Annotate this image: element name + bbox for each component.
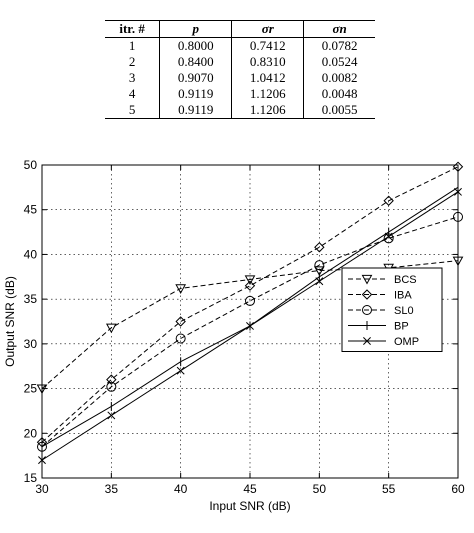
y-tick-label: 25	[24, 382, 38, 396]
legend-marker-iba	[361, 289, 373, 300]
series-line-iba	[41, 166, 459, 443]
results-table-wrap: itr. # p σr σn 1 0.8000 0.7412 0.0782 2 …	[0, 0, 474, 140]
series-group	[36, 161, 464, 465]
legend-label-bcs: BCS	[394, 274, 417, 286]
data-point-iba	[175, 316, 186, 327]
data-point-omp	[176, 366, 185, 375]
series-line-bcs	[41, 260, 459, 389]
legend-marker-omp	[363, 337, 371, 345]
x-tick-label: 45	[243, 482, 257, 496]
data-point-sl0	[175, 333, 186, 344]
y-tick-label: 50	[24, 158, 38, 172]
x-tick-label: 30	[35, 482, 49, 496]
data-point-sl0	[314, 260, 325, 271]
table-row: 1 0.8000 0.7412 0.0782	[105, 37, 375, 54]
cell: 0.0082	[303, 70, 375, 86]
snr-line-chart: 30 35 40 45 50 55 60 15 20 25 30 35 40 45 50 Input SNR…	[3, 158, 465, 513]
data-point-bcs	[175, 284, 187, 294]
data-point-sl0	[453, 211, 463, 222]
data-point-bcs	[244, 275, 256, 285]
legend-marker-bcs	[361, 274, 373, 285]
cell: 0.8000	[159, 37, 232, 54]
y-tick-label: 20	[24, 426, 38, 440]
data-point-iba	[244, 280, 256, 291]
chart-legend: BCS IBA SL0 BP OMP	[341, 267, 443, 352]
data-point-omp	[384, 232, 393, 241]
series-omp	[38, 187, 462, 465]
cell: 0.9070	[159, 70, 232, 86]
data-point-omp	[38, 456, 46, 465]
header-p: p	[159, 20, 232, 38]
series-bcs	[36, 256, 464, 395]
data-point-omp	[107, 411, 116, 420]
x-tick-label: 60	[451, 482, 465, 496]
data-point-omp	[315, 277, 324, 286]
cell: 0.7412	[231, 37, 304, 54]
series-iba	[36, 161, 464, 448]
legend-label-iba: IBA	[394, 290, 412, 302]
table-header-row: itr. # p σr σn	[105, 20, 375, 38]
legend-label-omp: OMP	[394, 336, 419, 348]
series-sl0	[37, 211, 463, 452]
data-point-iba	[383, 195, 394, 206]
cell: 0.8400	[159, 54, 232, 70]
cell: 2	[128, 54, 136, 69]
cell: 1.0412	[231, 70, 304, 86]
data-point-iba	[106, 374, 117, 385]
data-point-bcs	[313, 266, 325, 277]
cell: 1	[128, 38, 136, 53]
cell: 0.0048	[303, 86, 375, 102]
x-tick-label: 50	[313, 482, 327, 496]
y-tick-label: 15	[24, 471, 38, 485]
data-point-bcs	[36, 384, 48, 395]
series-line-sl0	[41, 216, 459, 448]
table-row: 5 0.9119 1.1206 0.0055	[105, 102, 375, 119]
table-row: 4 0.9119 1.1206 0.0048	[105, 86, 375, 102]
cell: 1.1206	[231, 102, 304, 119]
y-tick-label: 45	[24, 203, 38, 217]
header-sigma-r: σr	[231, 20, 304, 38]
x-tick-label: 40	[174, 482, 188, 496]
data-point-omp	[454, 187, 462, 196]
y-tick-label: 40	[24, 247, 38, 261]
y-axis-label: Output SNR (dB)	[3, 276, 17, 367]
data-point-iba	[452, 161, 464, 172]
legend-marker-sl0	[362, 305, 372, 315]
data-point-omp	[246, 322, 254, 330]
data-point-bcs	[105, 323, 117, 334]
cell: 0.8310	[231, 54, 304, 70]
cell: 0.0055	[303, 102, 375, 119]
cell: 1.1206	[231, 86, 304, 102]
cell: 0.0782	[303, 37, 375, 54]
cell: 0.9119	[159, 102, 232, 119]
axis-ticks: 30 35 40 45 50 55 60 15 20 25 30 35 40 45 50	[24, 158, 465, 496]
legend-label-sl0: SL0	[394, 305, 414, 317]
x-axis-label: Input SNR (dB)	[209, 499, 290, 513]
table-row: 3 0.9070 1.0412 0.0082	[105, 70, 375, 86]
cell: 0.0524	[303, 54, 375, 70]
header-sigma-n: σn	[303, 20, 375, 38]
y-tick-label: 30	[24, 337, 38, 351]
x-tick-label: 55	[382, 482, 396, 496]
data-point-bcs	[452, 256, 464, 267]
data-point-sl0	[245, 295, 255, 306]
cell: 4	[128, 86, 136, 101]
cell: 5	[105, 102, 160, 119]
cell: 0.9119	[159, 86, 232, 102]
x-tick-label: 35	[105, 482, 119, 496]
data-point-iba	[314, 242, 325, 253]
header-iteration: itr. #	[105, 20, 160, 38]
cell: 3	[128, 70, 136, 85]
data-point-sl0	[106, 381, 117, 392]
y-tick-label: 35	[24, 292, 38, 306]
table-row: 2 0.8400 0.8310 0.0524	[105, 54, 375, 70]
legend-label-bp: BP	[394, 321, 409, 333]
iteration-table: itr. # p σr σn 1 0.8000 0.7412 0.0782 2 …	[105, 20, 375, 119]
